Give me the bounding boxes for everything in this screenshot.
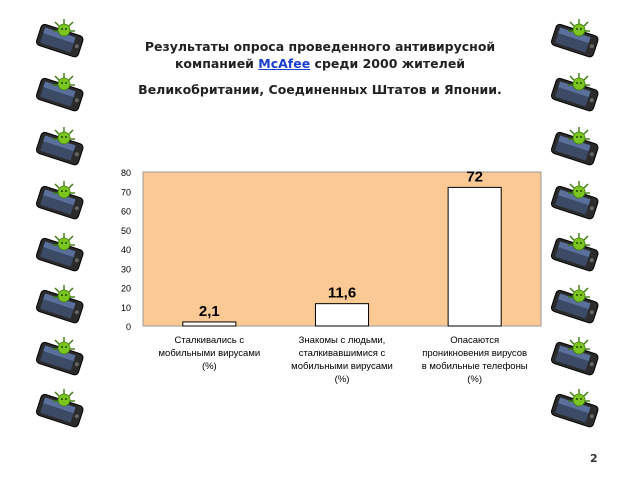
bar <box>447 186 502 327</box>
data-label: 2,1 <box>199 303 220 320</box>
y-tick-label: 50 <box>121 226 131 236</box>
phone-with-virus-icon <box>30 284 92 324</box>
title-line-2-post: среди 2000 жителей <box>310 56 466 71</box>
data-label: 11,6 <box>328 285 356 302</box>
category-label: (%) <box>202 361 217 372</box>
category-label: (%) <box>467 374 482 385</box>
y-tick-label: 20 <box>121 284 131 294</box>
title-line-3: Великобритании, Соединенных Штатов и Япо… <box>138 82 502 97</box>
title-line-2-pre: компанией <box>174 56 259 71</box>
category-label: Сталкивались с <box>175 335 245 346</box>
phone-with-virus-icon <box>545 180 607 220</box>
category-label: проникновения вирусов <box>422 348 527 359</box>
phone-with-virus-icon <box>545 126 607 166</box>
phone-with-virus-icon <box>30 232 92 272</box>
category-label: Знакомы с людьми, <box>299 335 386 346</box>
category-label: (%) <box>335 374 350 385</box>
y-tick-label: 40 <box>121 245 131 255</box>
phone-with-virus-icon <box>545 232 607 272</box>
left-phone-column <box>30 0 100 480</box>
y-tick-label: 80 <box>121 168 131 178</box>
right-phone-column <box>545 0 615 480</box>
category-label: мобильными вирусами <box>159 348 261 359</box>
brand-link[interactable]: McAfee <box>258 56 311 71</box>
y-tick-label: 30 <box>121 264 131 274</box>
category-label: мобильными вирусами <box>291 361 393 372</box>
phone-with-virus-icon <box>545 388 607 428</box>
chart-title: Результаты опроса проведенного антивирус… <box>118 38 522 98</box>
phone-with-virus-icon <box>30 388 92 428</box>
phone-with-virus-icon <box>545 18 607 58</box>
title-line-1: Результаты опроса проведенного антивирус… <box>144 39 496 54</box>
y-tick-label: 0 <box>126 322 131 332</box>
phone-with-virus-icon <box>30 180 92 220</box>
y-tick-label: 70 <box>121 187 131 197</box>
y-tick-label: 60 <box>121 207 131 217</box>
category-label: Опасаются <box>450 335 499 346</box>
phone-with-virus-icon <box>545 284 607 324</box>
data-label: 72 <box>466 168 483 185</box>
y-tick-label: 10 <box>121 303 131 313</box>
category-label: сталкивавшимися с <box>299 348 386 359</box>
phone-with-virus-icon <box>30 18 92 58</box>
phone-with-virus-icon <box>545 336 607 376</box>
bar <box>314 303 370 327</box>
bar <box>182 321 237 327</box>
phone-with-virus-icon <box>30 126 92 166</box>
phone-with-virus-icon <box>545 72 607 112</box>
phone-with-virus-icon <box>30 72 92 112</box>
page-number: 2 <box>590 452 598 465</box>
phone-with-virus-icon <box>30 336 92 376</box>
category-label: в мобильные телефоны <box>422 361 528 372</box>
